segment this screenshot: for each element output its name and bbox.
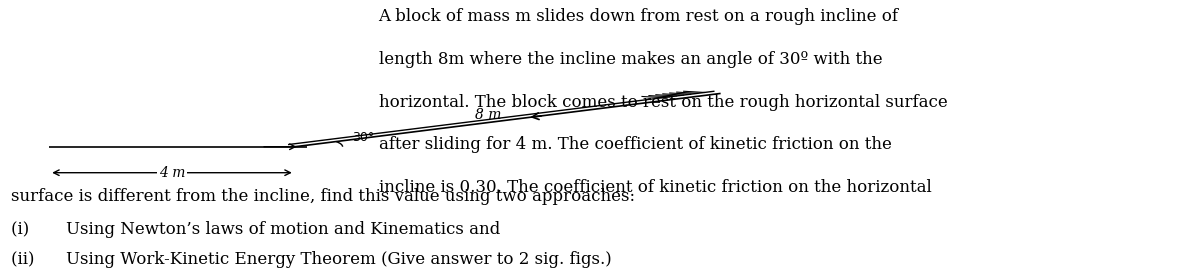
Text: incline is 0.30. The coefficient of kinetic friction on the horizontal: incline is 0.30. The coefficient of kine… [378, 179, 931, 196]
Text: (ii)      Using Work-Kinetic Energy Theorem (Give answer to 2 sig. figs.): (ii) Using Work-Kinetic Energy Theorem (… [11, 251, 612, 267]
Text: 8 m: 8 m [475, 108, 502, 122]
Text: (i)       Using Newton’s laws of motion and Kinematics and: (i) Using Newton’s laws of motion and Ki… [11, 221, 500, 238]
Text: 30°: 30° [352, 131, 374, 144]
Text: length 8m where the incline makes an angle of 30º with the: length 8m where the incline makes an ang… [378, 51, 882, 68]
Text: after sliding for 4 m. The coefficient of kinetic friction on the: after sliding for 4 m. The coefficient o… [378, 136, 892, 153]
Text: 4 m: 4 m [158, 166, 185, 180]
Text: surface is different from the incline, find this value using two approaches:: surface is different from the incline, f… [11, 188, 635, 205]
Text: horizontal. The block comes to rest on the rough horizontal surface: horizontal. The block comes to rest on t… [378, 93, 947, 111]
Text: A block of mass m slides down from rest on a rough incline of: A block of mass m slides down from rest … [378, 8, 899, 25]
